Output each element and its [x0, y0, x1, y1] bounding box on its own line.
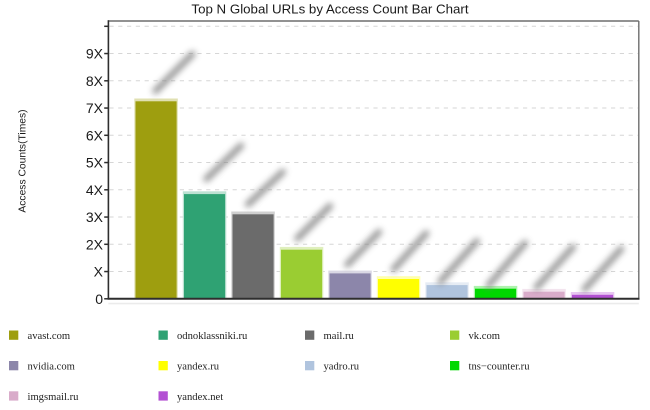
svg-text:mail.ru: mail.ru [324, 331, 355, 342]
svg-text:X: X [94, 264, 104, 280]
svg-text:0: 0 [95, 291, 103, 307]
svg-text:yadro.ru: yadro.ru [324, 362, 360, 373]
svg-text:7X: 7X [86, 100, 104, 116]
svg-text:avast.com: avast.com [28, 331, 71, 342]
svg-text:3X: 3X [86, 209, 104, 225]
svg-text:yandex.ru: yandex.ru [177, 362, 220, 373]
svg-text:tns−counter.ru: tns−counter.ru [469, 362, 531, 373]
svg-text:nvidia.com: nvidia.com [28, 362, 76, 373]
svg-text:2X: 2X [86, 236, 104, 252]
svg-text:vk.com: vk.com [469, 331, 501, 342]
svg-text:yandex.net: yandex.net [177, 392, 223, 403]
svg-text:5X: 5X [86, 155, 104, 171]
svg-text:4X: 4X [86, 182, 104, 198]
svg-text:6X: 6X [86, 127, 104, 143]
svg-text:odnoklassniki.ru: odnoklassniki.ru [177, 331, 248, 342]
svg-text:Access Counts(Times): Access Counts(Times) [18, 109, 29, 212]
svg-text:Top N Global URLs by Access Co: Top N Global URLs by Access Count Bar Ch… [191, 1, 468, 16]
svg-text:9X: 9X [86, 46, 104, 62]
svg-text:8X: 8X [86, 73, 104, 89]
svg-text:imgsmail.ru: imgsmail.ru [28, 392, 80, 403]
